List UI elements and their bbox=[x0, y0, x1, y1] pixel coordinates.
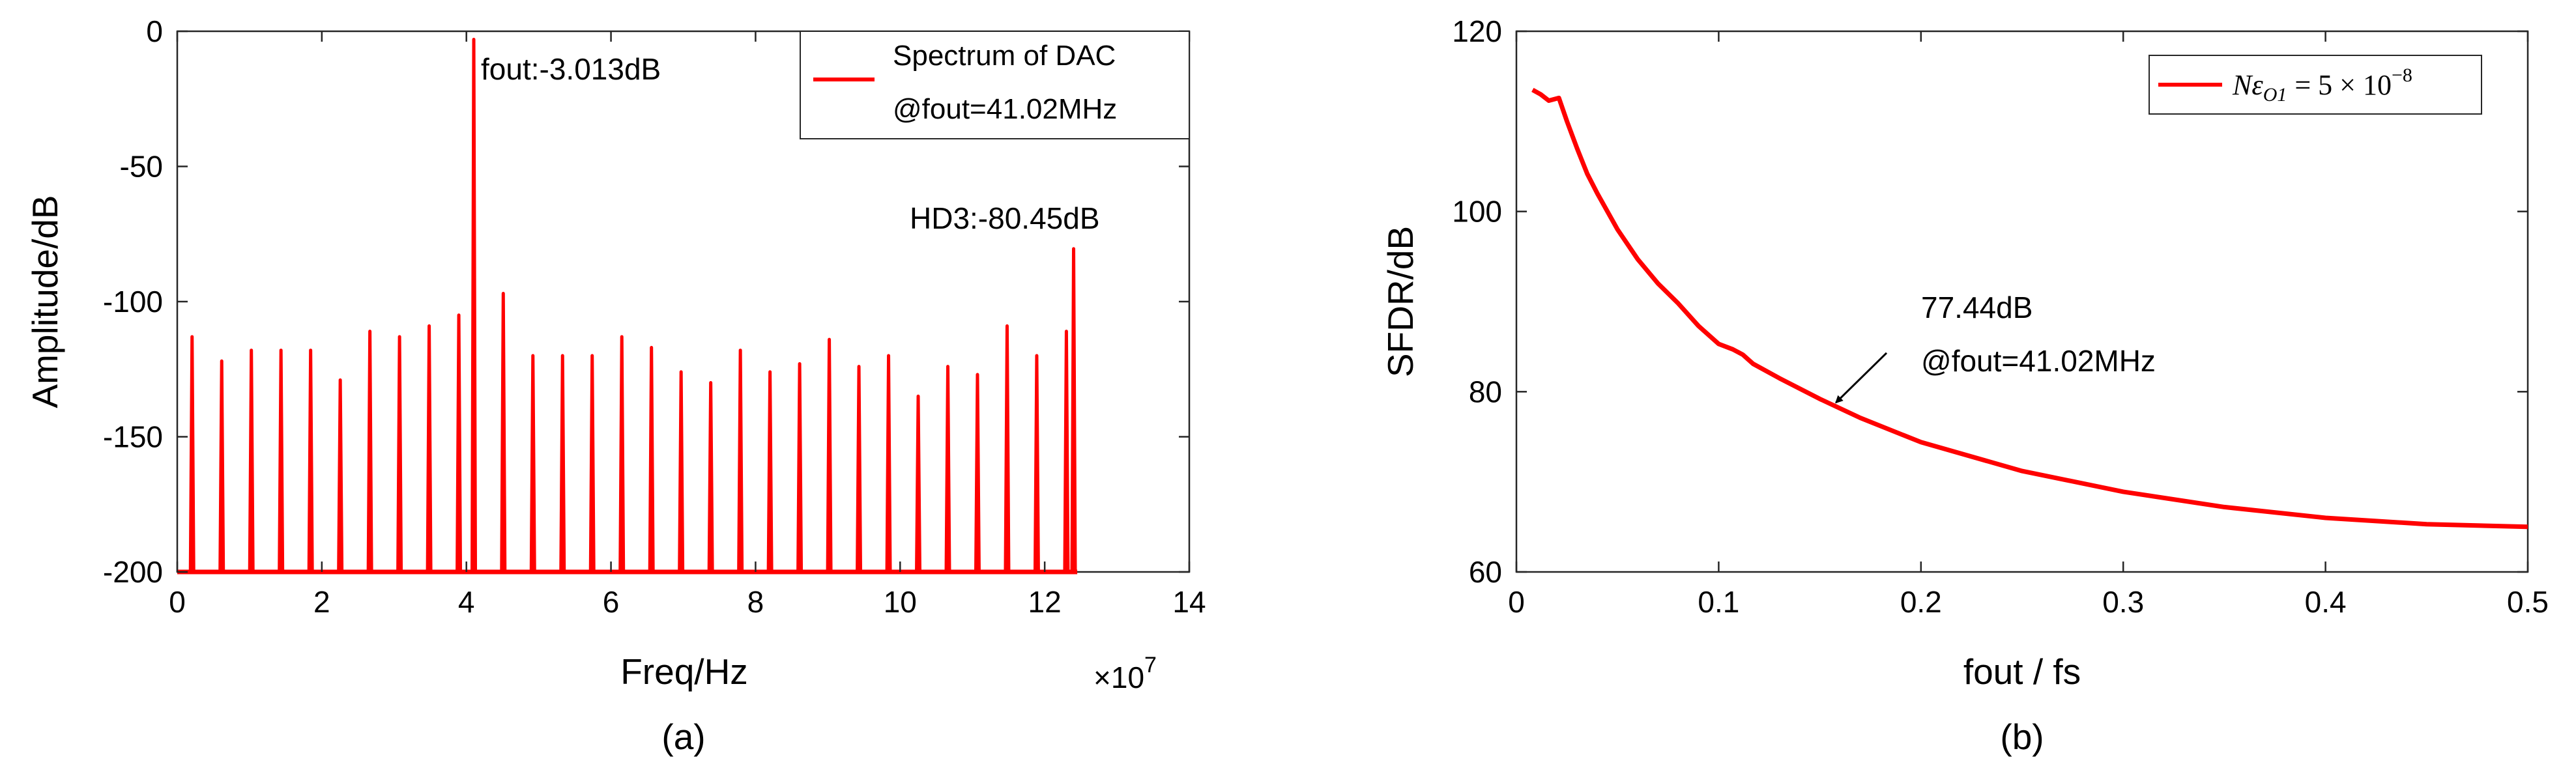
b-xtick-label: 0.5 bbox=[2507, 585, 2549, 619]
spectrum-spike bbox=[500, 292, 507, 573]
spectrum-spikes bbox=[177, 38, 1078, 575]
subcaption-b: (b) bbox=[2000, 717, 2044, 757]
legend-formula-sub: O1 bbox=[2263, 84, 2287, 106]
annotation-sfdr-freq: @fout=41.02MHz bbox=[1921, 344, 2156, 378]
x-axis-label-a: Freq/Hz bbox=[620, 651, 748, 692]
legend-label-line1: Spectrum of DAC bbox=[893, 40, 1116, 72]
spectrum-spike bbox=[1063, 330, 1070, 573]
spectrum-spike bbox=[248, 348, 255, 573]
legend-box-a bbox=[800, 31, 1190, 139]
b-xtick-label: 0.2 bbox=[1900, 585, 1942, 619]
legend-formula-rhs: = 5 × 10 bbox=[2294, 69, 2392, 101]
ticks-a: 0 2 4 6 8 10 12 14 0 -50 -100 -150 -200 bbox=[103, 14, 1206, 619]
a-xtick-label: 0 bbox=[169, 585, 186, 619]
legend-a: Spectrum of DAC @fout=41.02MHz bbox=[800, 31, 1190, 139]
a-xtick-label: 2 bbox=[313, 585, 330, 619]
annotation-hd3: HD3:-80.45dB bbox=[910, 201, 1100, 235]
b-ytick-label: 80 bbox=[1469, 375, 1502, 408]
x-exponent-a: ×107 bbox=[1093, 653, 1157, 694]
sfdr-curve bbox=[1531, 87, 2528, 530]
spectrum-spike bbox=[944, 365, 951, 573]
spectrum-spike bbox=[218, 359, 225, 573]
x-exponent-power: 7 bbox=[1144, 653, 1157, 677]
b-xtick-label: 0.4 bbox=[2305, 585, 2347, 619]
a-xtick-label: 10 bbox=[884, 585, 917, 619]
legend-b: NεO1 = 5 × 10−8 bbox=[2149, 55, 2482, 115]
subcaption-a: (a) bbox=[661, 717, 705, 757]
x-exponent-base: ×10 bbox=[1093, 661, 1144, 694]
b-xtick-label: 0.3 bbox=[2102, 585, 2144, 619]
b-ytick-label: 60 bbox=[1469, 555, 1502, 589]
spectrum-spike bbox=[278, 348, 285, 573]
a-xtick-label: 14 bbox=[1172, 585, 1206, 619]
legend-formula-b: NεO1 = 5 × 10−8 bbox=[2232, 64, 2412, 106]
spectrum-spike bbox=[470, 38, 478, 573]
y-axis-label-b: SFDR/dB bbox=[1380, 226, 1421, 377]
a-ytick-label: 0 bbox=[146, 14, 163, 48]
spectrum-spike bbox=[366, 330, 373, 573]
annotation-fout: fout:-3.013dB bbox=[481, 52, 661, 86]
legend-label-line2: @fout=41.02MHz bbox=[893, 93, 1117, 125]
legend-formula-exp: −8 bbox=[2392, 64, 2412, 86]
spectrum-spike bbox=[766, 370, 774, 573]
spectrum-spike bbox=[856, 365, 863, 573]
annotation-arrow bbox=[1835, 352, 1888, 404]
spectrum-spike bbox=[396, 335, 403, 573]
spectrum-spike bbox=[188, 335, 195, 573]
plot-area-b bbox=[1515, 30, 2529, 573]
spectrum-spike bbox=[426, 324, 433, 573]
spectrum-spike bbox=[648, 346, 655, 573]
spectrum-spike bbox=[337, 378, 344, 573]
ticks-b: 0 0.1 0.2 0.3 0.4 0.5 60 80 100 120 bbox=[1452, 14, 2549, 619]
spectrum-spike bbox=[618, 335, 626, 573]
spectrum-spike bbox=[1004, 324, 1011, 573]
b-ytick-label: 100 bbox=[1452, 195, 1502, 229]
spectrum-spike bbox=[737, 348, 744, 573]
spectrum-spike bbox=[915, 394, 922, 573]
spectrum-spike bbox=[885, 354, 892, 573]
spectrum-spike bbox=[456, 313, 463, 573]
a-xtick-label: 12 bbox=[1028, 585, 1062, 619]
spectrum-spike bbox=[826, 337, 833, 573]
spectrum-spike bbox=[796, 362, 803, 573]
a-xtick-label: 8 bbox=[747, 585, 764, 619]
b-xtick-label: 0 bbox=[1508, 585, 1525, 619]
a-ytick-label: -150 bbox=[103, 420, 163, 454]
spectrum-spike bbox=[707, 381, 714, 573]
a-ytick-label: -200 bbox=[103, 555, 163, 589]
b-ytick-label: 120 bbox=[1452, 14, 1502, 48]
spectrum-spike bbox=[678, 370, 685, 573]
spectrum-spike bbox=[974, 373, 981, 573]
spectrum-spike bbox=[307, 348, 314, 573]
a-xtick-label: 4 bbox=[458, 585, 475, 619]
spectrum-spike bbox=[529, 354, 536, 573]
a-xtick-label: 6 bbox=[603, 585, 620, 619]
spectrum-spike bbox=[1070, 247, 1077, 573]
legend-formula-lhs: Nε bbox=[2232, 69, 2263, 101]
x-axis-label-b: fout / fs bbox=[1963, 651, 2081, 692]
a-ytick-label: -50 bbox=[120, 150, 163, 184]
spectrum-spike bbox=[1033, 354, 1040, 573]
spectrum-spike bbox=[559, 354, 566, 573]
y-axis-label-a: Amplitude/dB bbox=[25, 195, 65, 408]
a-ytick-label: -100 bbox=[103, 285, 163, 319]
sfdr-panel: 0 0.1 0.2 0.3 0.4 0.5 60 80 100 120 fout / fs SFD… bbox=[1380, 14, 2549, 757]
b-xtick-label: 0.1 bbox=[1698, 585, 1739, 619]
spectrum-spike bbox=[588, 354, 596, 573]
spectrum-panel: 0 2 4 6 8 10 12 14 0 -50 -100 -150 -200 Freq/Hz Ampl… bbox=[25, 14, 1206, 757]
annotation-sfdr-value: 77.44dB bbox=[1921, 291, 2033, 324]
